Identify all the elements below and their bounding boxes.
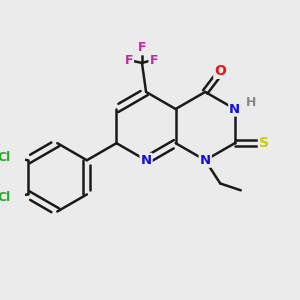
Text: Cl: Cl xyxy=(0,151,11,164)
Text: H: H xyxy=(245,96,256,109)
Text: N: N xyxy=(140,154,152,167)
Text: Cl: Cl xyxy=(0,190,11,204)
Text: N: N xyxy=(200,154,211,167)
Text: S: S xyxy=(259,136,269,150)
Text: O: O xyxy=(214,64,226,78)
Text: F: F xyxy=(138,41,146,54)
Text: N: N xyxy=(229,103,240,116)
Text: F: F xyxy=(149,54,158,67)
Text: F: F xyxy=(124,54,133,67)
